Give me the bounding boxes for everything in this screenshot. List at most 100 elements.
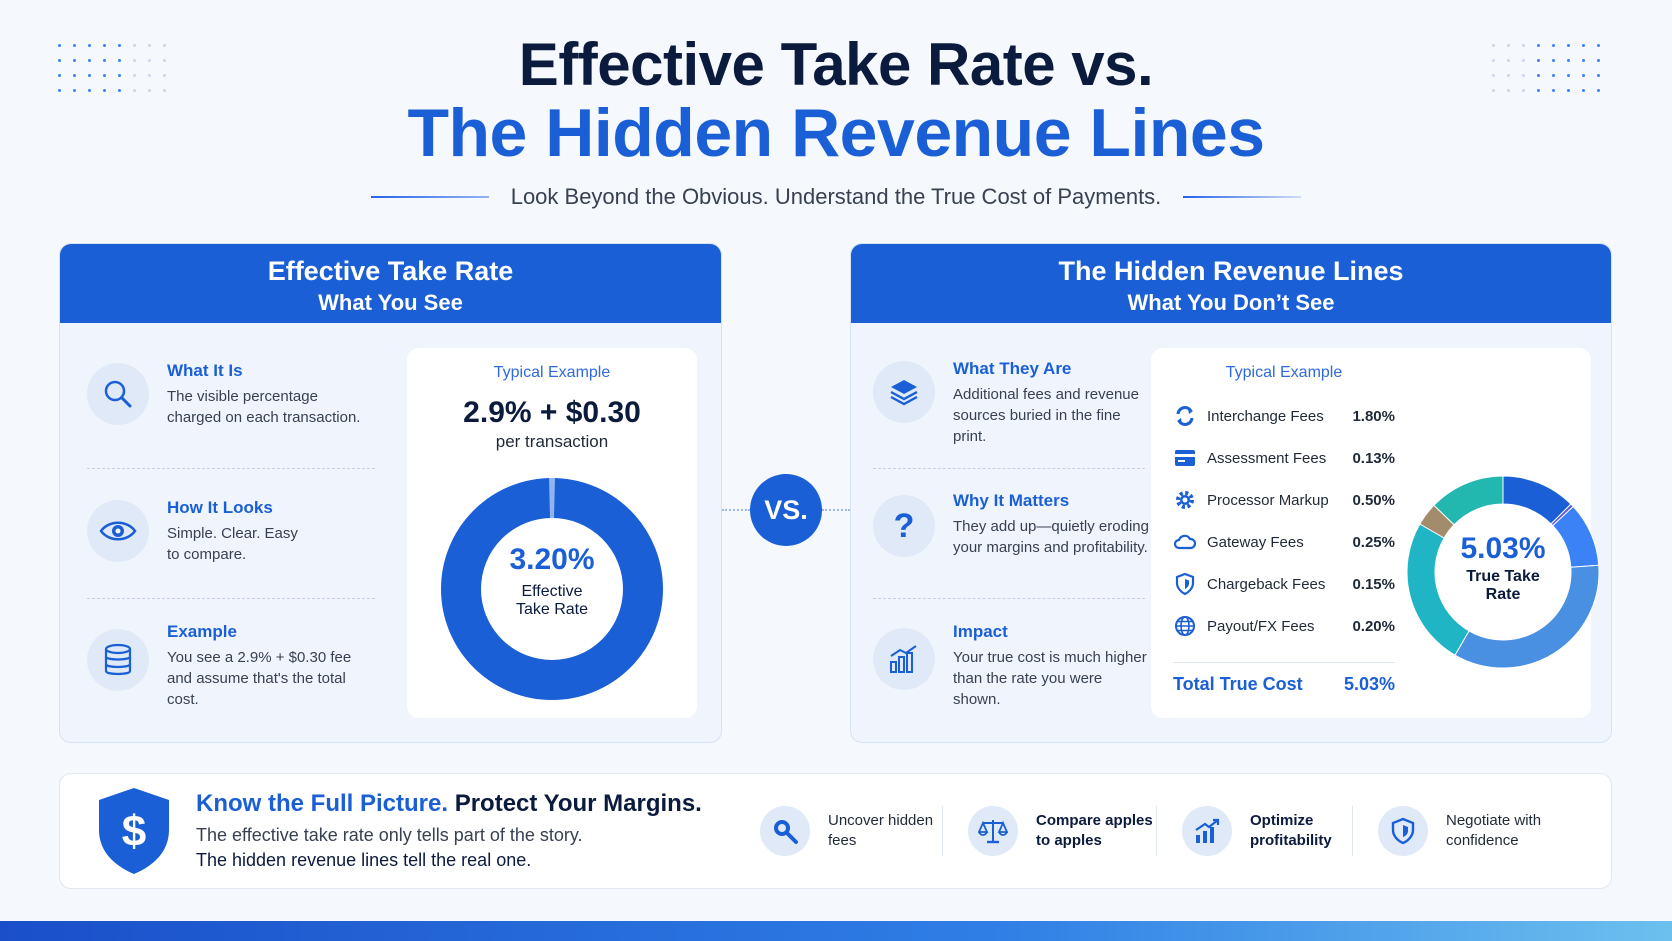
info-desc: Additional fees and revenue sources buri… <box>953 386 1139 445</box>
vs-badge: VS. <box>750 474 822 546</box>
fee-value: 0.25% <box>1352 533 1395 551</box>
dollar-shield-icon: $ <box>99 788 169 874</box>
donut-segments <box>1406 475 1600 669</box>
shield-icon <box>1173 572 1197 596</box>
donut-label: 5.03% True Take Rate <box>1405 532 1601 604</box>
banner-headline: Know the Full Picture. Protect Your Marg… <box>196 790 702 818</box>
divider <box>87 468 375 469</box>
panel-title: The Hidden Revenue Lines <box>1058 256 1404 286</box>
fee-name: Gateway Fees <box>1207 533 1304 551</box>
donut-label: 3.20% Effective Take Rate <box>437 543 667 619</box>
panel-subtitle: What You See <box>318 290 463 315</box>
fee-row-gateway: Gateway Fees 0.25% <box>1173 530 1395 554</box>
info-title: Example <box>167 622 237 641</box>
card-label: Typical Example <box>493 364 611 381</box>
donut-label-line2: Take Rate <box>515 601 589 618</box>
donut-center <box>482 519 622 659</box>
donut-label-line1: Effective <box>521 583 583 600</box>
donut-value: 3.20% <box>509 543 595 576</box>
feature-compare: Compare apples to apples <box>968 806 1156 856</box>
eye-icon <box>87 500 149 562</box>
feature-optimize: Optimize profitability <box>1182 806 1370 856</box>
info-title: How It Looks <box>167 498 273 517</box>
fee-name: Interchange Fees <box>1207 407 1324 425</box>
fee-row-interchange: Interchange Fees 1.80% <box>1173 404 1395 428</box>
fee-name: Assessment Fees <box>1207 449 1327 467</box>
typical-example-card: Typical Example 2.9% + $0.30 per transac… <box>407 348 697 718</box>
fee-name: Chargeback Fees <box>1207 575 1326 593</box>
donut-segment <box>1433 475 1504 526</box>
total-divider <box>1173 662 1395 663</box>
bar-chart-icon <box>873 628 935 690</box>
typical-example-card: Typical Example Interchange Fees 1.80% A… <box>1151 348 1600 718</box>
total-value: 5.03% <box>1343 674 1395 694</box>
panel-header: Effective Take Rate What You See <box>60 244 721 323</box>
growth-chart-icon <box>1182 806 1232 856</box>
divider <box>873 598 1145 599</box>
scale-icon <box>968 806 1018 856</box>
info-title: What It Is <box>167 361 243 380</box>
info-desc: They add up—quietly eroding your margins… <box>953 518 1149 556</box>
divider <box>873 468 1145 469</box>
info-desc: The visible percentage charged on each t… <box>167 388 361 426</box>
feature-negotiate: Negotiate with confidence <box>1378 806 1556 856</box>
fee-value: 0.13% <box>1352 449 1395 467</box>
fee-value: 0.15% <box>1352 575 1395 593</box>
banner-headline-blue: Know the Full Picture. <box>196 790 449 817</box>
fee-row-assessment: Assessment Fees 0.13% <box>1173 446 1395 470</box>
page-title-line2: The Hidden Revenue Lines <box>407 95 1265 171</box>
subtitle-row: Look Beyond the Obvious. Understand the … <box>0 184 1672 210</box>
donut-label-line1: True Take <box>1466 568 1540 585</box>
hidden-revenue-lines-panel: The Hidden Revenue Lines What You Don’t … <box>850 243 1612 743</box>
banner-line1: The effective take rate only tells part … <box>196 825 583 845</box>
panel-header: The Hidden Revenue Lines What You Don’t … <box>851 244 1611 323</box>
info-desc: You see a 2.9% + $0.30 fee and assume th… <box>167 649 352 708</box>
info-title: Why It Matters <box>953 491 1070 510</box>
card-icon <box>1173 446 1197 470</box>
vs-connector-left <box>722 509 750 511</box>
info-title: What They Are <box>953 359 1072 378</box>
decorative-dots-right <box>1492 44 1612 92</box>
card-label: Typical Example <box>1225 364 1343 381</box>
search-icon <box>87 363 149 425</box>
feature-text: Uncover hidden fees <box>828 812 934 849</box>
donut-value: 5.03% <box>1460 532 1546 565</box>
question-icon: ? <box>873 495 935 557</box>
info-desc: Simple. Clear. Easy to compare. <box>167 525 298 563</box>
fee-value: 1.80% <box>1352 407 1395 425</box>
divider <box>87 598 375 599</box>
feature-text: Negotiate with confidence <box>1446 812 1542 849</box>
fee-row-payout-fx: Payout/FX Fees 0.20% <box>1173 614 1395 638</box>
shield-icon <box>1378 806 1428 856</box>
bottom-gradient-bar <box>0 921 1672 941</box>
cloud-icon <box>1173 530 1197 554</box>
donut-center <box>1435 504 1571 640</box>
per-transaction-text: per transaction <box>495 432 609 451</box>
price-text: 2.9% + $0.30 <box>463 396 641 429</box>
total-row: Total True Cost 5.03% <box>1173 674 1395 695</box>
subtitle-rule-left <box>370 196 489 198</box>
banner-line2: The hidden revenue lines tell the real o… <box>196 850 532 870</box>
bottom-banner: $ Know the Full Picture. Protect Your Ma… <box>59 773 1612 889</box>
fee-value: 0.50% <box>1352 491 1395 509</box>
total-label: Total True Cost <box>1173 674 1303 694</box>
donut-label-line2: Rate <box>1485 586 1521 603</box>
decorative-dots-left <box>58 44 178 92</box>
globe-icon <box>1173 614 1197 638</box>
fee-name: Processor Markup <box>1207 491 1329 509</box>
panel-subtitle: What You Don’t See <box>1127 290 1335 315</box>
page-subtitle: Look Beyond the Obvious. Understand the … <box>510 184 1162 209</box>
vs-connector-right <box>822 509 850 511</box>
info-desc: Your true cost is much higher than the r… <box>953 649 1147 708</box>
fee-row-chargeback: Chargeback Fees 0.15% <box>1173 572 1395 596</box>
feature-separator <box>1352 806 1353 856</box>
feature-text: Optimize profitability <box>1250 812 1332 849</box>
fee-row-processor-markup: Processor Markup 0.50% <box>1173 488 1395 512</box>
layers-icon <box>873 361 935 423</box>
info-title: Impact <box>953 622 1008 641</box>
gear-icon <box>1173 488 1197 512</box>
feature-separator <box>1156 806 1157 856</box>
sync-icon <box>1173 404 1197 428</box>
donut-sliver <box>549 478 555 518</box>
page-title-line1: Effective Take Rate vs. <box>518 31 1154 98</box>
